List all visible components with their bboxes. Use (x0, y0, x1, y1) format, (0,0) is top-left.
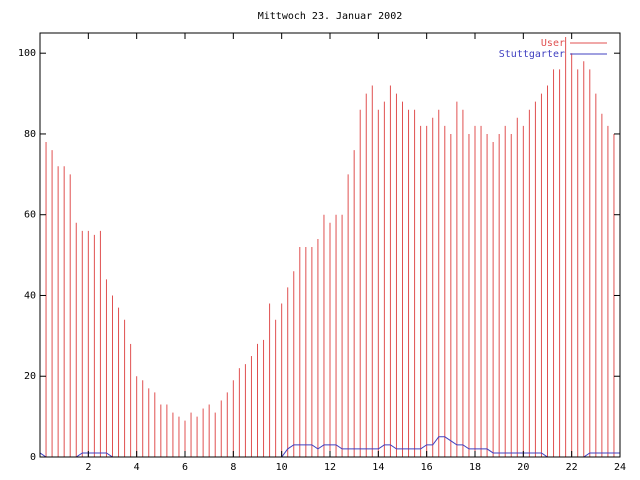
y-tick-label: 100 (18, 48, 36, 59)
x-tick-label: 20 (517, 462, 529, 473)
x-tick-label: 16 (421, 462, 433, 473)
x-tick-label: 24 (614, 462, 626, 473)
y-tick-label: 40 (24, 290, 36, 301)
x-tick-label: 18 (469, 462, 481, 473)
x-tick-label: 12 (324, 462, 336, 473)
y-tick-label: 80 (24, 129, 36, 140)
y-tick-label: 20 (24, 371, 36, 382)
x-tick-label: 2 (85, 462, 91, 473)
x-tick-label: 14 (372, 462, 384, 473)
x-tick-label: 22 (566, 462, 578, 473)
x-tick-label: 6 (182, 462, 188, 473)
legend-label: Stuttgarter (499, 49, 565, 60)
y-tick-label: 60 (24, 210, 36, 221)
y-tick-label: 0 (30, 452, 36, 463)
chart-title: Mittwoch 23. Januar 2002 (258, 11, 403, 22)
x-tick-label: 4 (134, 462, 140, 473)
legend-label: User (541, 38, 565, 49)
x-tick-label: 8 (230, 462, 236, 473)
x-tick-label: 10 (276, 462, 288, 473)
